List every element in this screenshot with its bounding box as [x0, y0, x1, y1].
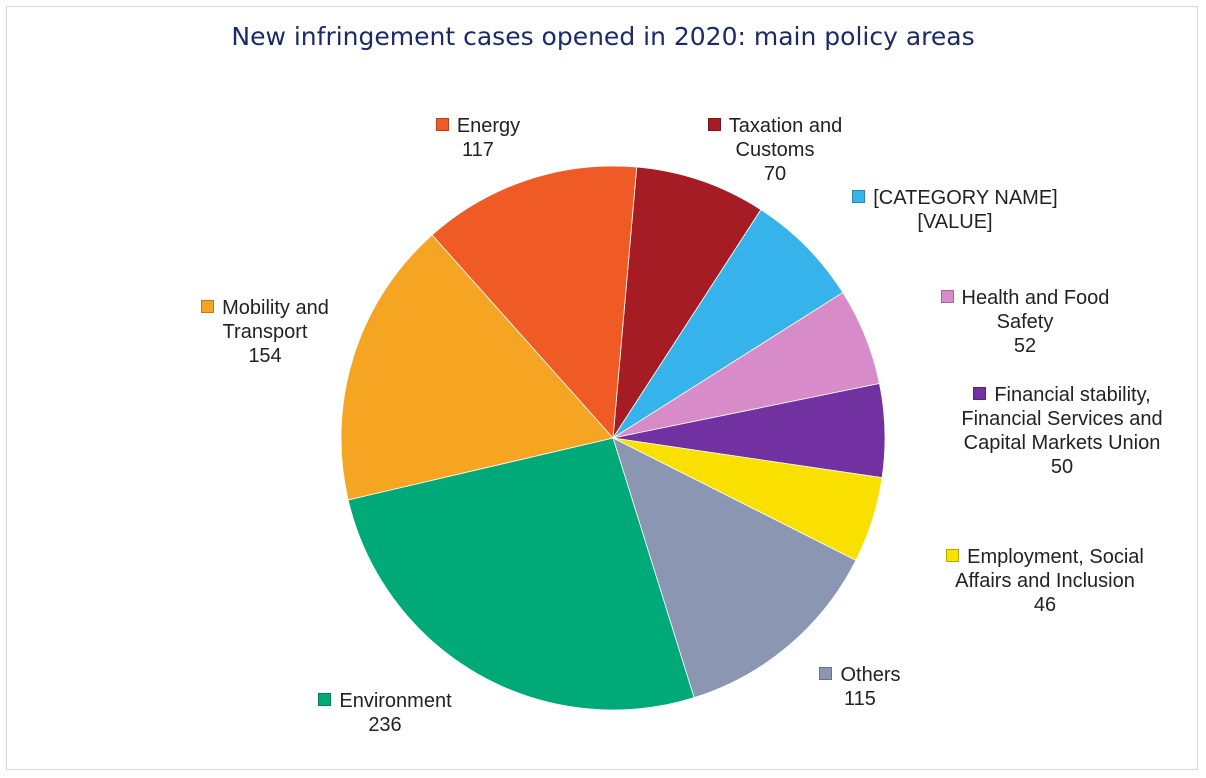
frame: [6, 6, 1198, 770]
legend-swatch: [819, 667, 833, 680]
data-label: Health and Food Safety 52: [925, 286, 1125, 358]
value-label: 117: [462, 139, 494, 161]
legend-swatch: [973, 387, 987, 400]
pie-slice: [340, 234, 614, 501]
legend-swatch: [946, 549, 960, 562]
pie-slice: [612, 166, 762, 439]
category-label: Energy: [456, 115, 521, 137]
label-name: Employment, Social Affairs and Inclusion: [920, 545, 1170, 593]
chart-title: New infringement cases opened in 2020: m…: [231, 22, 975, 51]
label-name: Others: [800, 663, 920, 687]
pie-slice: [612, 209, 844, 439]
label-name: Health and Food Safety: [925, 286, 1125, 334]
label-name: Energy: [408, 114, 548, 138]
value-label: 46: [1033, 594, 1057, 616]
legend-swatch: [707, 118, 721, 131]
legend-swatch: [852, 190, 866, 203]
value-label: 154: [248, 345, 282, 367]
label-name: Environment: [285, 689, 485, 713]
category-label: Mobility and Transport: [222, 297, 329, 343]
category-label: Taxation and Customs: [728, 115, 843, 161]
value-label: 236: [368, 714, 402, 736]
pie-slice: [612, 437, 857, 699]
data-label: Employment, Social Affairs and Inclusion…: [920, 545, 1170, 617]
category-label: Employment, Social Affairs and Inclusion: [955, 546, 1144, 592]
data-label: Energy 117: [408, 114, 548, 162]
category-label: [CATEGORY NAME]: [873, 187, 1058, 209]
category-label: Health and Food Safety: [961, 287, 1110, 333]
value-label: 115: [844, 688, 876, 710]
data-label: [CATEGORY NAME] [VALUE]: [820, 186, 1090, 234]
legend-swatch: [435, 118, 449, 131]
value-label: 70: [763, 163, 787, 185]
data-label: Others 115: [800, 663, 920, 711]
pie-slice: [431, 165, 638, 439]
category-label: Environment: [339, 690, 452, 712]
value-label: 50: [1050, 456, 1074, 478]
label-name: Financial stability, Financial Services …: [947, 383, 1177, 455]
data-label: Financial stability, Financial Services …: [947, 383, 1177, 479]
label-name: Taxation and Customs: [700, 114, 850, 162]
category-label: Financial stability, Financial Services …: [961, 384, 1163, 454]
legend-swatch: [318, 693, 332, 706]
pie-slice: [347, 437, 695, 711]
legend-swatch: [201, 300, 215, 313]
data-label: Taxation and Customs 70: [700, 114, 850, 186]
category-label: Others: [840, 664, 901, 686]
legend-swatch: [940, 290, 954, 303]
value-label: 52: [1013, 335, 1037, 357]
data-label: Environment 236: [285, 689, 485, 737]
label-name: [CATEGORY NAME]: [820, 186, 1090, 210]
label-name: Mobility and Transport: [170, 296, 360, 344]
value-label: [VALUE]: [917, 211, 993, 233]
data-label: Mobility and Transport 154: [170, 296, 360, 368]
